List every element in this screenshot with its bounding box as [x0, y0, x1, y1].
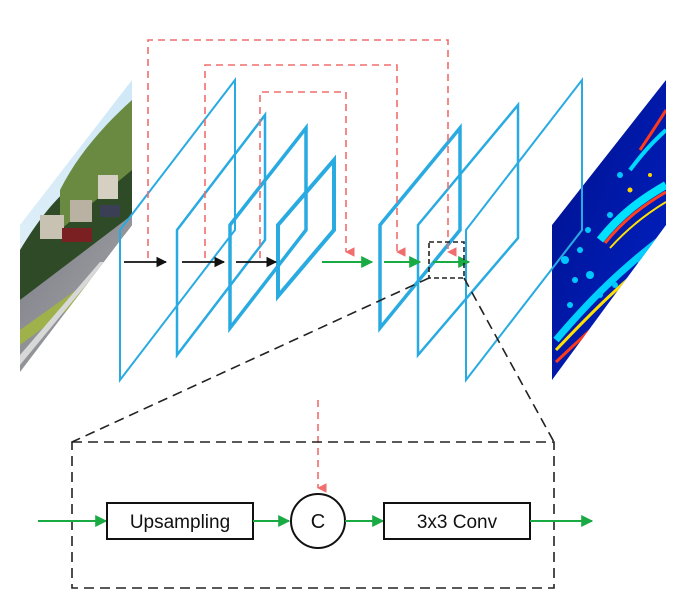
input-image [20, 80, 132, 372]
encoder-layers [119, 77, 336, 383]
encoder-layer-3 [228, 122, 308, 334]
zoom-callout [71, 241, 555, 443]
detail-panel: Upsampling C 3x3 Conv [38, 441, 594, 589]
skip-connection-outer [147, 39, 457, 258]
encoder-layer-1 [119, 77, 236, 383]
zoom-box [428, 241, 465, 279]
zoom-line-left [71, 277, 430, 443]
decoder-layer-3 [465, 77, 583, 383]
concat-label: C [311, 511, 325, 533]
conv-block [383, 502, 531, 540]
decoder-layer-2 [416, 101, 520, 359]
encoder-layer-2 [175, 111, 267, 359]
skip-connection-middle [204, 64, 406, 258]
decoder-layer-1 [378, 123, 462, 333]
output-heatmap [552, 80, 666, 380]
encoder-layer-4 [276, 154, 336, 302]
decoder-layers [378, 77, 583, 383]
detail-panel-border [71, 441, 555, 589]
zoom-line-right [463, 277, 555, 443]
conv-label: 3x3 Conv [417, 512, 498, 533]
skip-connections [147, 39, 457, 493]
skip-connection-inner [259, 91, 355, 258]
upsampling-label: Upsampling [130, 512, 230, 533]
